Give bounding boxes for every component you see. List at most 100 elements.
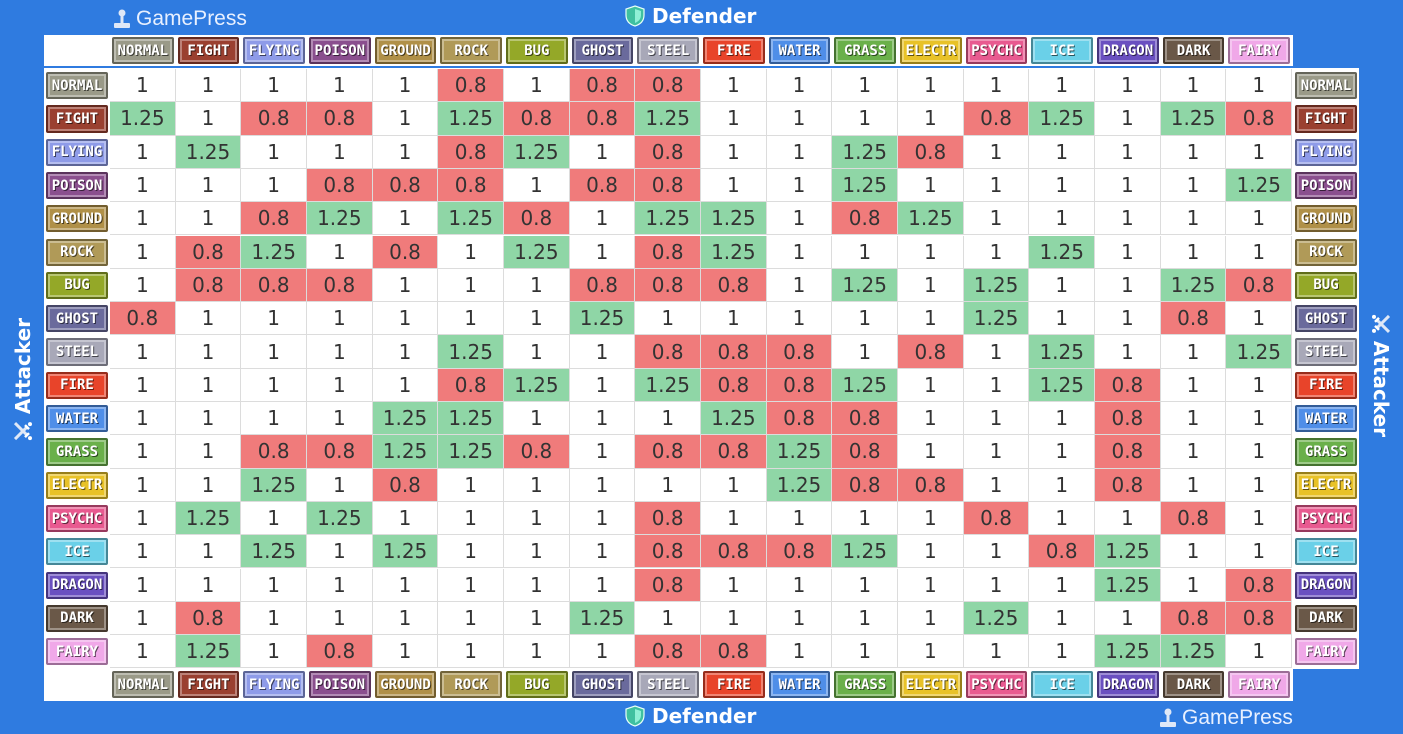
heatmap-cell: 0.8: [504, 202, 570, 236]
right-label-strip: [1293, 68, 1359, 669]
heatmap-cell: 1: [569, 468, 636, 502]
heatmap-cell: 1: [110, 402, 176, 436]
heatmap-cell: 1: [504, 335, 570, 369]
brand-name: GamePress: [136, 7, 247, 30]
column-header-top: ROCK: [440, 37, 502, 64]
heatmap-cell: 1: [307, 468, 373, 502]
heatmap-cell: 1: [963, 435, 1030, 469]
column-header-bottom: BUG: [506, 671, 568, 698]
heatmap-cell: 1.25: [569, 302, 636, 336]
heatmap-cell: 1.25: [1095, 635, 1161, 669]
heatmap-cell: 1: [110, 501, 176, 536]
heatmap-cell: 1: [175, 435, 242, 469]
heatmap-cell: 1: [963, 535, 1030, 569]
heatmap-cell: 1.25: [438, 202, 504, 236]
attacker-label-right: Attacker: [1369, 313, 1393, 437]
heatmap-cell: 1: [241, 402, 307, 436]
heatmap-cell: 0.8: [832, 468, 899, 502]
heatmap-cell: 1: [832, 102, 899, 136]
heatmap-cell: 1.25: [438, 102, 504, 136]
row-header-left: FAIRY: [46, 638, 108, 666]
heatmap-cell: 1: [1160, 402, 1227, 436]
column-header-top: DARK: [1162, 37, 1225, 64]
heatmap-cell: 1: [504, 402, 570, 436]
heatmap-cell: 0.8: [372, 468, 439, 502]
heatmap-cell: 0.8: [701, 435, 767, 469]
column-header-bottom: ELECTR: [900, 671, 962, 698]
heatmap-cell: 1: [1029, 69, 1096, 103]
joystick-icon: [114, 9, 130, 28]
heatmap-cell: 1: [241, 302, 307, 336]
heatmap-cell: 1: [175, 69, 242, 103]
heatmap-cell: 1: [898, 102, 964, 136]
heatmap-cell: 1.25: [1160, 102, 1227, 136]
row-header-left: PSYCHC: [46, 504, 108, 533]
heatmap-cell: 1.25: [175, 501, 242, 536]
row-header-right: STEEL: [1295, 338, 1357, 366]
heatmap-cell: 1.25: [241, 535, 307, 569]
heatmap-cell: 1: [963, 335, 1030, 369]
heatmap-cell: 1: [110, 601, 176, 636]
heatmap-cell: 1: [1029, 135, 1096, 169]
heatmap-cell: 1: [701, 69, 767, 103]
heatmap-cell: 1: [372, 635, 439, 669]
column-header-top: FIGHT: [177, 37, 240, 64]
heatmap-cell: 1: [1226, 468, 1293, 502]
heatmap-cell: 1: [438, 302, 504, 336]
heatmap-cell: 1: [307, 535, 373, 569]
heatmap-cell: 1: [1095, 335, 1161, 369]
column-header-top: FLYING: [243, 37, 305, 64]
heatmap-cell: 0.8: [1095, 468, 1161, 502]
gamepress-logo-top: GamePress: [112, 7, 247, 31]
heatmap-cell: 1: [963, 69, 1030, 103]
row-header-left: NORMAL: [46, 72, 108, 100]
heatmap-cell: 1: [504, 168, 570, 203]
defender-text: Defender: [652, 704, 757, 728]
crossed-swords-icon: [13, 422, 32, 441]
heatmap-cell: 1: [372, 368, 439, 402]
row-header-left: GHOST: [46, 305, 108, 333]
heatmap-cell: 1: [1160, 368, 1227, 402]
column-header-top: DRAGON: [1097, 37, 1159, 64]
heatmap-cell: 1: [766, 235, 833, 269]
heatmap-cell: 1: [963, 568, 1030, 602]
heatmap-cell: 1: [766, 69, 833, 103]
heatmap-cell: 1: [1029, 468, 1096, 502]
heatmap-cell: 1: [635, 468, 702, 502]
column-header-bottom: FAIRY: [1228, 671, 1291, 698]
heatmap-cell: 1: [1029, 435, 1096, 469]
heatmap-cell: 1: [701, 468, 767, 502]
heatmap-cell: 1: [1226, 435, 1293, 469]
heatmap-cell: 1.25: [1029, 102, 1096, 136]
heatmap-cell: 1: [898, 601, 964, 636]
heatmap-cell: 1.25: [438, 335, 504, 369]
heatmap-cell: 1: [898, 635, 964, 669]
heatmap-cell: 1: [175, 368, 242, 402]
heatmap-cell: 1.25: [832, 368, 899, 402]
heatmap-cell: 1: [1095, 135, 1161, 169]
row-header-right: WATER: [1295, 405, 1357, 433]
heatmap-cell: 0.8: [832, 402, 899, 436]
heatmap-cell: 0.8: [1226, 568, 1293, 602]
heatmap-cell: 1.25: [963, 302, 1030, 336]
heatmap-cell: 1: [701, 501, 767, 536]
heatmap-cell: 1: [1095, 235, 1161, 269]
row-header-right: ICE: [1295, 538, 1357, 566]
heatmap-cell: 1.25: [504, 235, 570, 269]
heatmap-cell: 0.8: [1226, 268, 1293, 303]
attacker-text: Attacker: [11, 317, 35, 415]
heatmap-cell: 1: [438, 601, 504, 636]
row-header-right: BUG: [1295, 271, 1357, 300]
heatmap-cell: 1: [766, 102, 833, 136]
heatmap-cell: 1.25: [504, 368, 570, 402]
heatmap-cell: 1: [1029, 268, 1096, 303]
heatmap-cell: 1: [241, 168, 307, 203]
heatmap-cell: 0.8: [898, 468, 964, 502]
defender-label-top: Defender: [624, 4, 756, 28]
heatmap-cell: 0.8: [175, 235, 242, 269]
heatmap-cell: 1: [504, 501, 570, 536]
heatmap-cell: 1: [1160, 135, 1227, 169]
heatmap-cell: 1: [372, 601, 439, 636]
column-header-top: POISON: [309, 37, 371, 64]
column-header-top: PSYCHC: [965, 37, 1028, 64]
